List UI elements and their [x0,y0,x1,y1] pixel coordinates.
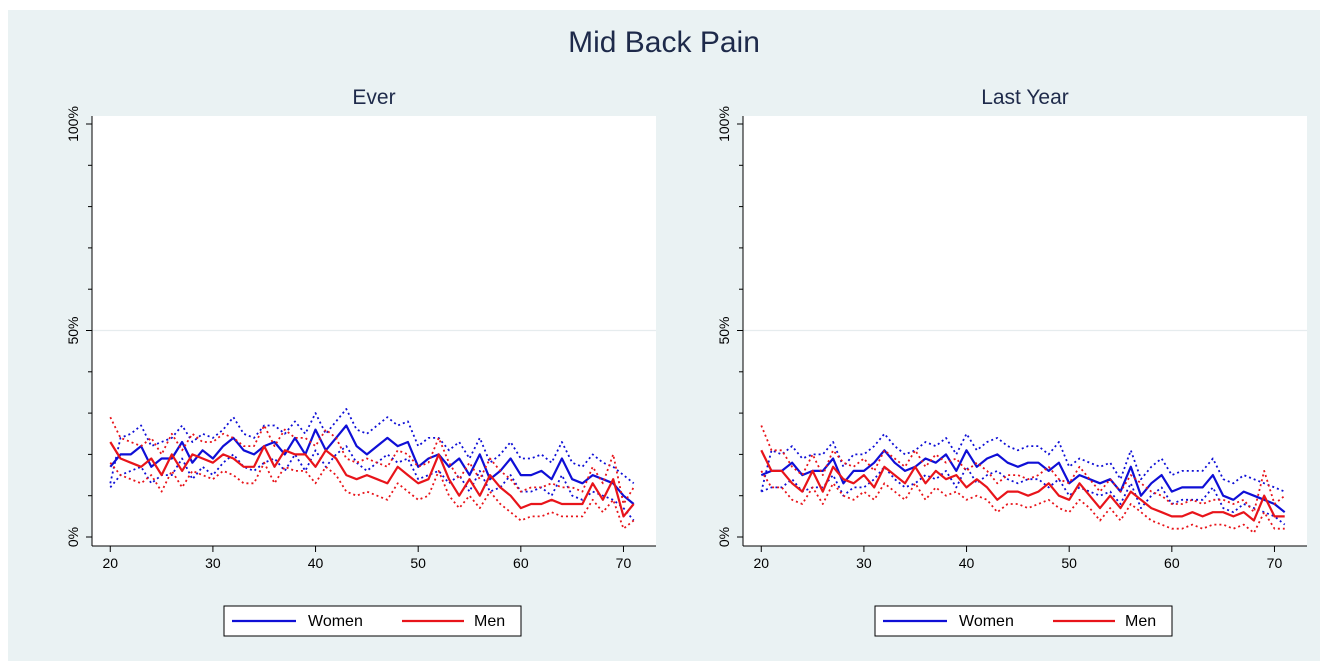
chart-frame: Mid Back Pain Ever 0% 50% 100% 20 30 40 50 60 70 W… [8,10,1320,661]
last-year-x-tick-label: 50 [1061,555,1077,571]
ever-legend-women-label: Women [308,613,363,630]
last-year-x-tick-label: 20 [753,555,769,571]
ever-legend: Women Men [223,605,522,637]
last-year-y-tick-label: 100% [716,106,732,142]
ever-men-line [109,441,635,518]
ever-y-tick-label: 100% [65,106,81,142]
ever-x-tick-label: 70 [616,555,632,571]
last-year-x-tick-label: 30 [856,555,872,571]
last-year-men-line [760,449,1285,522]
last-year-women-upper-ci-line [760,432,1286,493]
last-year-y-tick-label: 0% [716,527,732,547]
ever-panel: Ever 0% 50% 100% 20 30 40 50 60 70 Women Men [65,86,656,637]
last-year-panel: Last Year 0% 50% 100% 20 30 40 50 60 70 Women Men [716,86,1307,637]
last-year-x-tick-label: 40 [959,555,975,571]
ever-legend-men-label: Men [474,613,505,630]
last-year-men-upper-ci-line [760,425,1286,514]
last-year-legend-men-label: Men [1125,613,1156,630]
last-year-women-line [760,449,1286,514]
ever-men-lower-ci-line [109,461,635,530]
ever-y-tick-label: 50% [65,316,81,344]
ever-y-tick-label: 0% [65,527,81,547]
last-year-women-lower-ci-line [760,465,1286,526]
last-year-y-tick-label: 50% [716,316,732,344]
last-year-legend: Women Men [874,605,1173,637]
last-year-x-tick-label: 60 [1164,555,1180,571]
ever-women-upper-ci-line [109,408,635,485]
ever-men-upper-ci-line [109,416,635,505]
chart-title: Mid Back Pain [568,26,760,59]
ever-x-tick-label: 60 [513,555,529,571]
last-year-title: Last Year [981,86,1069,109]
ever-x-tick-label: 30 [205,555,221,571]
last-year-legend-women-label: Women [959,613,1014,630]
ever-x-tick-label: 20 [102,555,118,571]
ever-x-tick-label: 50 [410,555,426,571]
ever-title: Ever [352,86,395,109]
ever-women-lower-ci-line [109,445,635,522]
ever-x-tick-label: 40 [308,555,324,571]
last-year-x-tick-label: 70 [1267,555,1283,571]
last-year-men-lower-ci-line [760,470,1285,534]
